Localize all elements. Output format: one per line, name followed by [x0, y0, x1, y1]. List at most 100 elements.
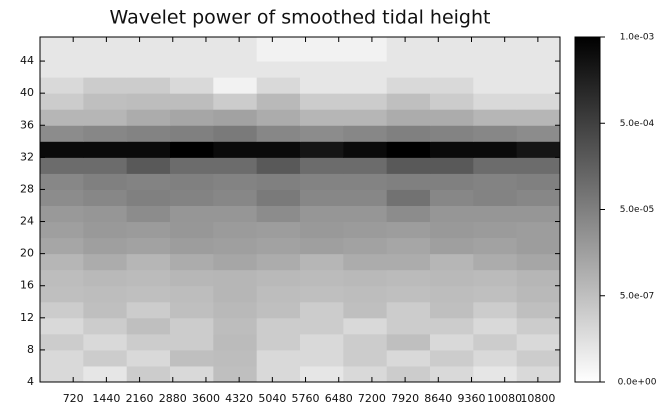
heat-cell — [473, 269, 518, 287]
heat-cell — [126, 141, 171, 158]
heat-cell — [386, 157, 431, 174]
heat-cell — [83, 333, 128, 351]
heat-cell — [343, 237, 388, 255]
heat-cell — [83, 141, 128, 158]
heat-cell — [430, 301, 474, 319]
heat-cell — [516, 333, 560, 351]
heat-cell — [126, 93, 171, 110]
y-tick-label: 44 — [20, 54, 34, 67]
heat-cell — [213, 269, 258, 287]
heat-cell — [430, 93, 474, 110]
heat-cell — [83, 269, 128, 287]
heat-cell — [473, 93, 518, 110]
heat-cell — [40, 365, 84, 382]
heat-cell — [170, 317, 214, 335]
heat-cell — [213, 301, 258, 319]
heat-cell — [473, 349, 518, 367]
heat-cell — [170, 253, 214, 271]
y-tick-label: 40 — [20, 86, 34, 99]
x-tick-label: 6480 — [325, 392, 353, 405]
heat-cell — [386, 365, 431, 382]
heat-cell — [430, 285, 474, 303]
heat-cell — [343, 205, 388, 223]
heat-cell — [213, 317, 258, 335]
heat-cell — [386, 109, 431, 126]
heat-cell — [430, 333, 474, 351]
heat-cell — [170, 93, 214, 110]
heat-cell — [300, 365, 344, 382]
heat-cell — [83, 125, 128, 142]
heat-cell — [386, 205, 431, 223]
heat-cell — [126, 109, 171, 126]
heat-cell — [213, 333, 258, 351]
heat-cell — [516, 93, 560, 110]
heat-cell — [430, 173, 474, 190]
heat-cell — [126, 173, 171, 190]
heat-cell — [343, 61, 388, 78]
heat-cell — [40, 253, 84, 271]
heat-cell — [40, 333, 84, 351]
heat-cell — [213, 61, 258, 78]
heat-cell — [83, 365, 128, 382]
colorbar-tick-label: 5.0e-05 — [620, 205, 655, 215]
heat-cell — [473, 221, 518, 239]
heat-cell — [516, 77, 560, 94]
heatmap — [40, 37, 560, 382]
heat-cell — [213, 141, 258, 158]
heat-cell — [473, 37, 518, 62]
heat-cell — [430, 125, 474, 142]
y-tick-label: 8 — [27, 343, 34, 356]
y-tick-label: 16 — [20, 279, 34, 292]
heat-cell — [343, 221, 388, 239]
heat-cell — [386, 173, 431, 190]
heat-cell — [386, 253, 431, 271]
heat-cell — [343, 37, 388, 62]
heat-cell — [40, 61, 84, 78]
heat-cell — [300, 125, 344, 142]
y-tick-label: 4 — [27, 375, 34, 388]
heat-cell — [516, 237, 560, 255]
heat-cell — [213, 365, 258, 382]
x-tick-label: 720 — [63, 392, 84, 405]
heat-cell — [256, 365, 301, 382]
heat-cell — [343, 317, 388, 335]
heat-cell — [300, 77, 344, 94]
heat-cell — [386, 77, 431, 94]
heat-cell — [213, 285, 258, 303]
heat-cell — [300, 93, 344, 110]
heat-cell — [126, 61, 171, 78]
heat-cell — [300, 253, 344, 271]
heat-cell — [256, 157, 301, 174]
heat-cell — [473, 205, 518, 223]
y-tick-label: 12 — [20, 311, 34, 324]
heat-cell — [126, 37, 171, 62]
heat-cell — [40, 173, 84, 190]
heat-cell — [473, 61, 518, 78]
heat-cell — [126, 157, 171, 174]
heat-cell — [430, 237, 474, 255]
heat-cell — [83, 253, 128, 271]
heat-cell — [473, 77, 518, 94]
heat-cell — [170, 349, 214, 367]
heat-cell — [343, 333, 388, 351]
heat-cell — [83, 237, 128, 255]
heat-cell — [40, 141, 84, 158]
heat-cell — [126, 317, 171, 335]
heat-cell — [256, 189, 301, 206]
heat-cell — [170, 37, 214, 62]
heat-cell — [256, 141, 301, 158]
heat-cell — [213, 189, 258, 206]
heat-cell — [256, 77, 301, 94]
heat-cell — [83, 205, 128, 223]
heat-cell — [40, 285, 84, 303]
x-tick-label: 10800 — [520, 392, 555, 405]
heat-cell — [83, 93, 128, 110]
heat-cell — [473, 317, 518, 335]
heat-cell — [213, 109, 258, 126]
heat-cell — [473, 157, 518, 174]
x-tick-label: 5040 — [258, 392, 286, 405]
heat-cell — [516, 109, 560, 126]
y-tick-label: 24 — [20, 215, 34, 228]
heat-cell — [300, 189, 344, 206]
heat-cell — [473, 333, 518, 351]
